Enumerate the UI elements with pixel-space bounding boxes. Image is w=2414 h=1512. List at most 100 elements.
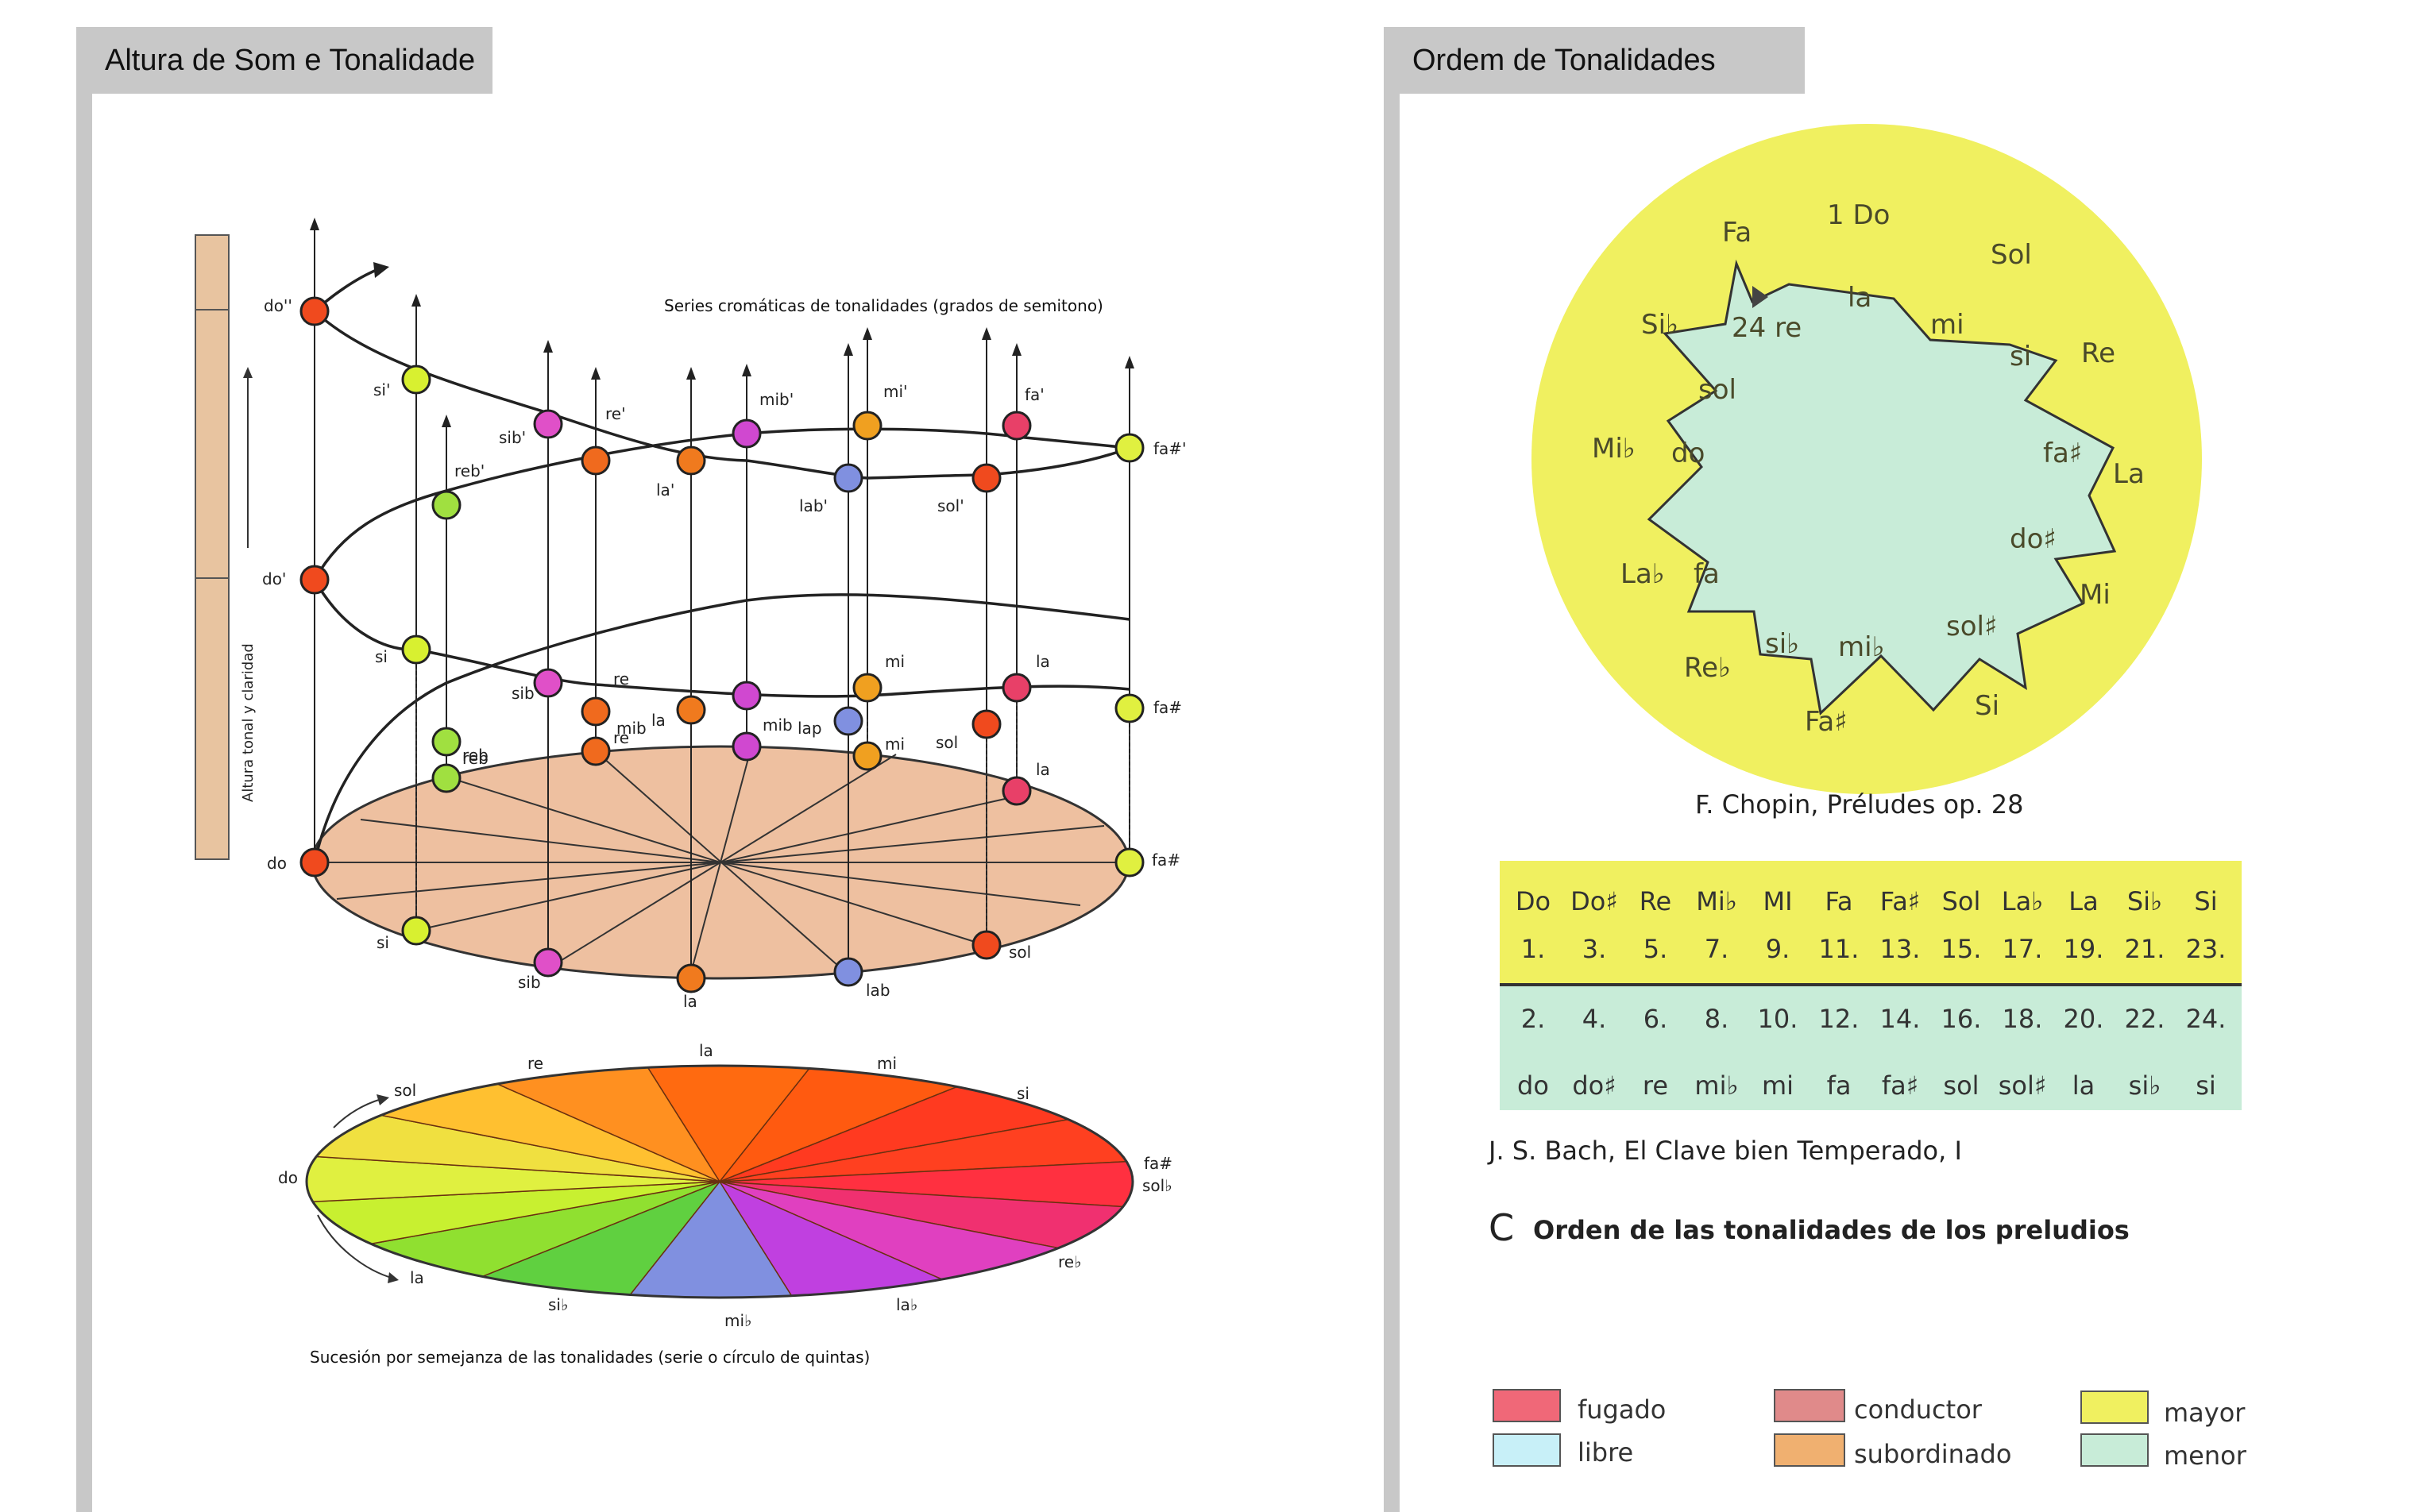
bach-major-number: 9. bbox=[1766, 934, 1790, 964]
node-sol-mid bbox=[971, 709, 1002, 739]
label-do-double: do'' bbox=[264, 296, 292, 315]
bach-minor-name: si bbox=[2196, 1070, 2216, 1101]
side-brightness-bar bbox=[195, 234, 230, 860]
bach-minor-number: 18. bbox=[2003, 1004, 2043, 1034]
legend-swatch-subordinado bbox=[1774, 1433, 1845, 1467]
bach-minor-name: sol bbox=[1943, 1070, 1979, 1101]
fifths-label-sol-flat: sol♭ bbox=[1142, 1176, 1172, 1195]
chopin-major-1: 1 Do bbox=[1827, 199, 1890, 231]
label-reb-low: reb bbox=[462, 749, 489, 768]
label-mib-mid2: mib bbox=[616, 719, 647, 738]
bach-major-name: Mi♭ bbox=[1696, 886, 1737, 916]
chopin-minor-12: 24 re bbox=[1732, 312, 1802, 344]
label-la-prime: la' bbox=[656, 480, 674, 499]
bach-major-number: 21. bbox=[2125, 934, 2165, 964]
node-si bbox=[401, 916, 431, 946]
chopin-minor-10: do bbox=[1671, 438, 1705, 469]
bach-minor-name: re bbox=[1643, 1070, 1668, 1101]
label-si-prime: si' bbox=[373, 380, 390, 399]
node-fa-low bbox=[1002, 776, 1032, 806]
chopin-major-10: Mi♭ bbox=[1592, 433, 1636, 465]
fifths-label-la-flat: la♭ bbox=[896, 1295, 917, 1314]
label-do-base: do bbox=[267, 854, 287, 873]
fifths-caption: Sucesión por semejanza de las tonalidade… bbox=[310, 1348, 870, 1367]
fifths-label-fa-sharp: fa# bbox=[1144, 1154, 1172, 1173]
bach-minor-name: mi bbox=[1762, 1070, 1794, 1101]
node-sol bbox=[971, 930, 1002, 960]
label-la-low: la bbox=[1036, 760, 1050, 779]
node-sib-mid bbox=[533, 668, 563, 698]
legend-label-fugado: fugado bbox=[1578, 1394, 1666, 1425]
label-mi-mid: mi bbox=[885, 652, 905, 671]
node-re-mid bbox=[581, 696, 611, 727]
label-sol-prime: sol' bbox=[937, 496, 964, 515]
legend-label-mayor: mayor bbox=[2164, 1398, 2246, 1428]
legend-swatch-mayor bbox=[2080, 1390, 2149, 1424]
label-lab-base: lab bbox=[866, 981, 890, 1000]
right-panel-border bbox=[1384, 94, 1400, 1512]
bach-minor-number: 10. bbox=[1758, 1004, 1798, 1034]
node-mi-up bbox=[852, 411, 883, 441]
node-sib-up bbox=[533, 409, 563, 439]
legend-label-conductor: conductor bbox=[1854, 1394, 1983, 1425]
chopin-star bbox=[1647, 259, 2117, 716]
bach-minor-number: 8. bbox=[1705, 1004, 1729, 1034]
node-si-mid bbox=[401, 634, 431, 665]
label-reb-prime: reb' bbox=[454, 461, 485, 480]
chopin-minor-labels: la mi si fa♯ do♯ sol♯ mi♭ si♭ fa do sol … bbox=[1671, 282, 2082, 663]
label-do-prime: do' bbox=[262, 569, 286, 588]
label-si-base: si bbox=[377, 933, 389, 952]
node-mib-mid bbox=[732, 681, 762, 711]
node-la-up bbox=[676, 446, 706, 476]
helix-labels: do'' si' sib' re' mib' mi' fa' fa#' reb'… bbox=[262, 296, 1187, 1011]
node-la-mid bbox=[676, 695, 706, 725]
chopin-major-3: Re bbox=[2081, 338, 2115, 369]
chopin-major-4: La bbox=[2113, 458, 2145, 490]
bach-minor-number: 4. bbox=[1582, 1004, 1607, 1034]
label-fa-sharp-base: fa# bbox=[1152, 850, 1180, 870]
node-fa-sharp-up bbox=[1114, 433, 1145, 463]
bach-major-name: La♭ bbox=[2002, 886, 2044, 916]
right-panel-title-text: Ordem de Tonalidades bbox=[1412, 43, 1716, 77]
bach-major-name: Fa bbox=[1825, 886, 1852, 916]
label-la-mid: la bbox=[1036, 652, 1050, 671]
side-label: Altura tonal y claridad bbox=[240, 643, 257, 802]
bach-major-name: La bbox=[2068, 886, 2098, 916]
fifths-label-si-flat: si♭ bbox=[548, 1295, 568, 1314]
chopin-minor-11: sol bbox=[1698, 374, 1736, 406]
bach-major-number: 3. bbox=[1582, 934, 1607, 964]
bach-major-name: Fa♯ bbox=[1880, 886, 1921, 916]
chopin-major-2: Sol bbox=[1991, 239, 2032, 271]
base-disc-spokes bbox=[312, 746, 1129, 979]
legend-swatch-conductor bbox=[1774, 1389, 1845, 1422]
chopin-minor-9: fa bbox=[1694, 558, 1720, 590]
bach-major-number: 23. bbox=[2186, 934, 2227, 964]
node-mi-mid bbox=[852, 673, 883, 703]
bach-major-band bbox=[1500, 861, 2242, 983]
bach-minor-number: 2. bbox=[1521, 1004, 1546, 1034]
right-panel-title: Ordem de Tonalidades bbox=[1384, 27, 1805, 94]
left-panel-border bbox=[76, 94, 92, 1512]
chopin-major-12: Fa bbox=[1722, 217, 1752, 249]
bach-minor-number: 22. bbox=[2125, 1004, 2165, 1034]
chopin-diagram: 1 Do Sol Re La Mi Si Fa♯ Re♭ La♭ Mi♭ Si♭… bbox=[1531, 124, 2202, 820]
label-sol-mid: sol bbox=[936, 733, 958, 752]
bach-minor-name: la bbox=[2072, 1070, 2095, 1101]
chopin-major-11: Si♭ bbox=[1641, 309, 1678, 341]
label-la-base: la bbox=[683, 992, 697, 1011]
section-letter: C bbox=[1489, 1206, 1514, 1249]
fifths-label-si: si bbox=[1017, 1084, 1029, 1103]
fifths-label-do: do bbox=[278, 1168, 298, 1187]
legend-label-menor: menor bbox=[2164, 1441, 2247, 1471]
bach-major-number: 5. bbox=[1643, 934, 1668, 964]
bach-minor-number: 12. bbox=[1819, 1004, 1860, 1034]
label-re-prime: re' bbox=[605, 404, 626, 423]
bach-major-name: Sol bbox=[1942, 886, 1981, 916]
chopin-minor-2: mi bbox=[1930, 309, 1964, 341]
node-si-up bbox=[401, 364, 431, 395]
node-lab-mid bbox=[833, 706, 863, 736]
bach-minor-number: 14. bbox=[1880, 1004, 1921, 1034]
legend-swatch-libre bbox=[1493, 1433, 1561, 1467]
left-panel-title: Altura de Som e Tonalidade bbox=[76, 27, 492, 94]
